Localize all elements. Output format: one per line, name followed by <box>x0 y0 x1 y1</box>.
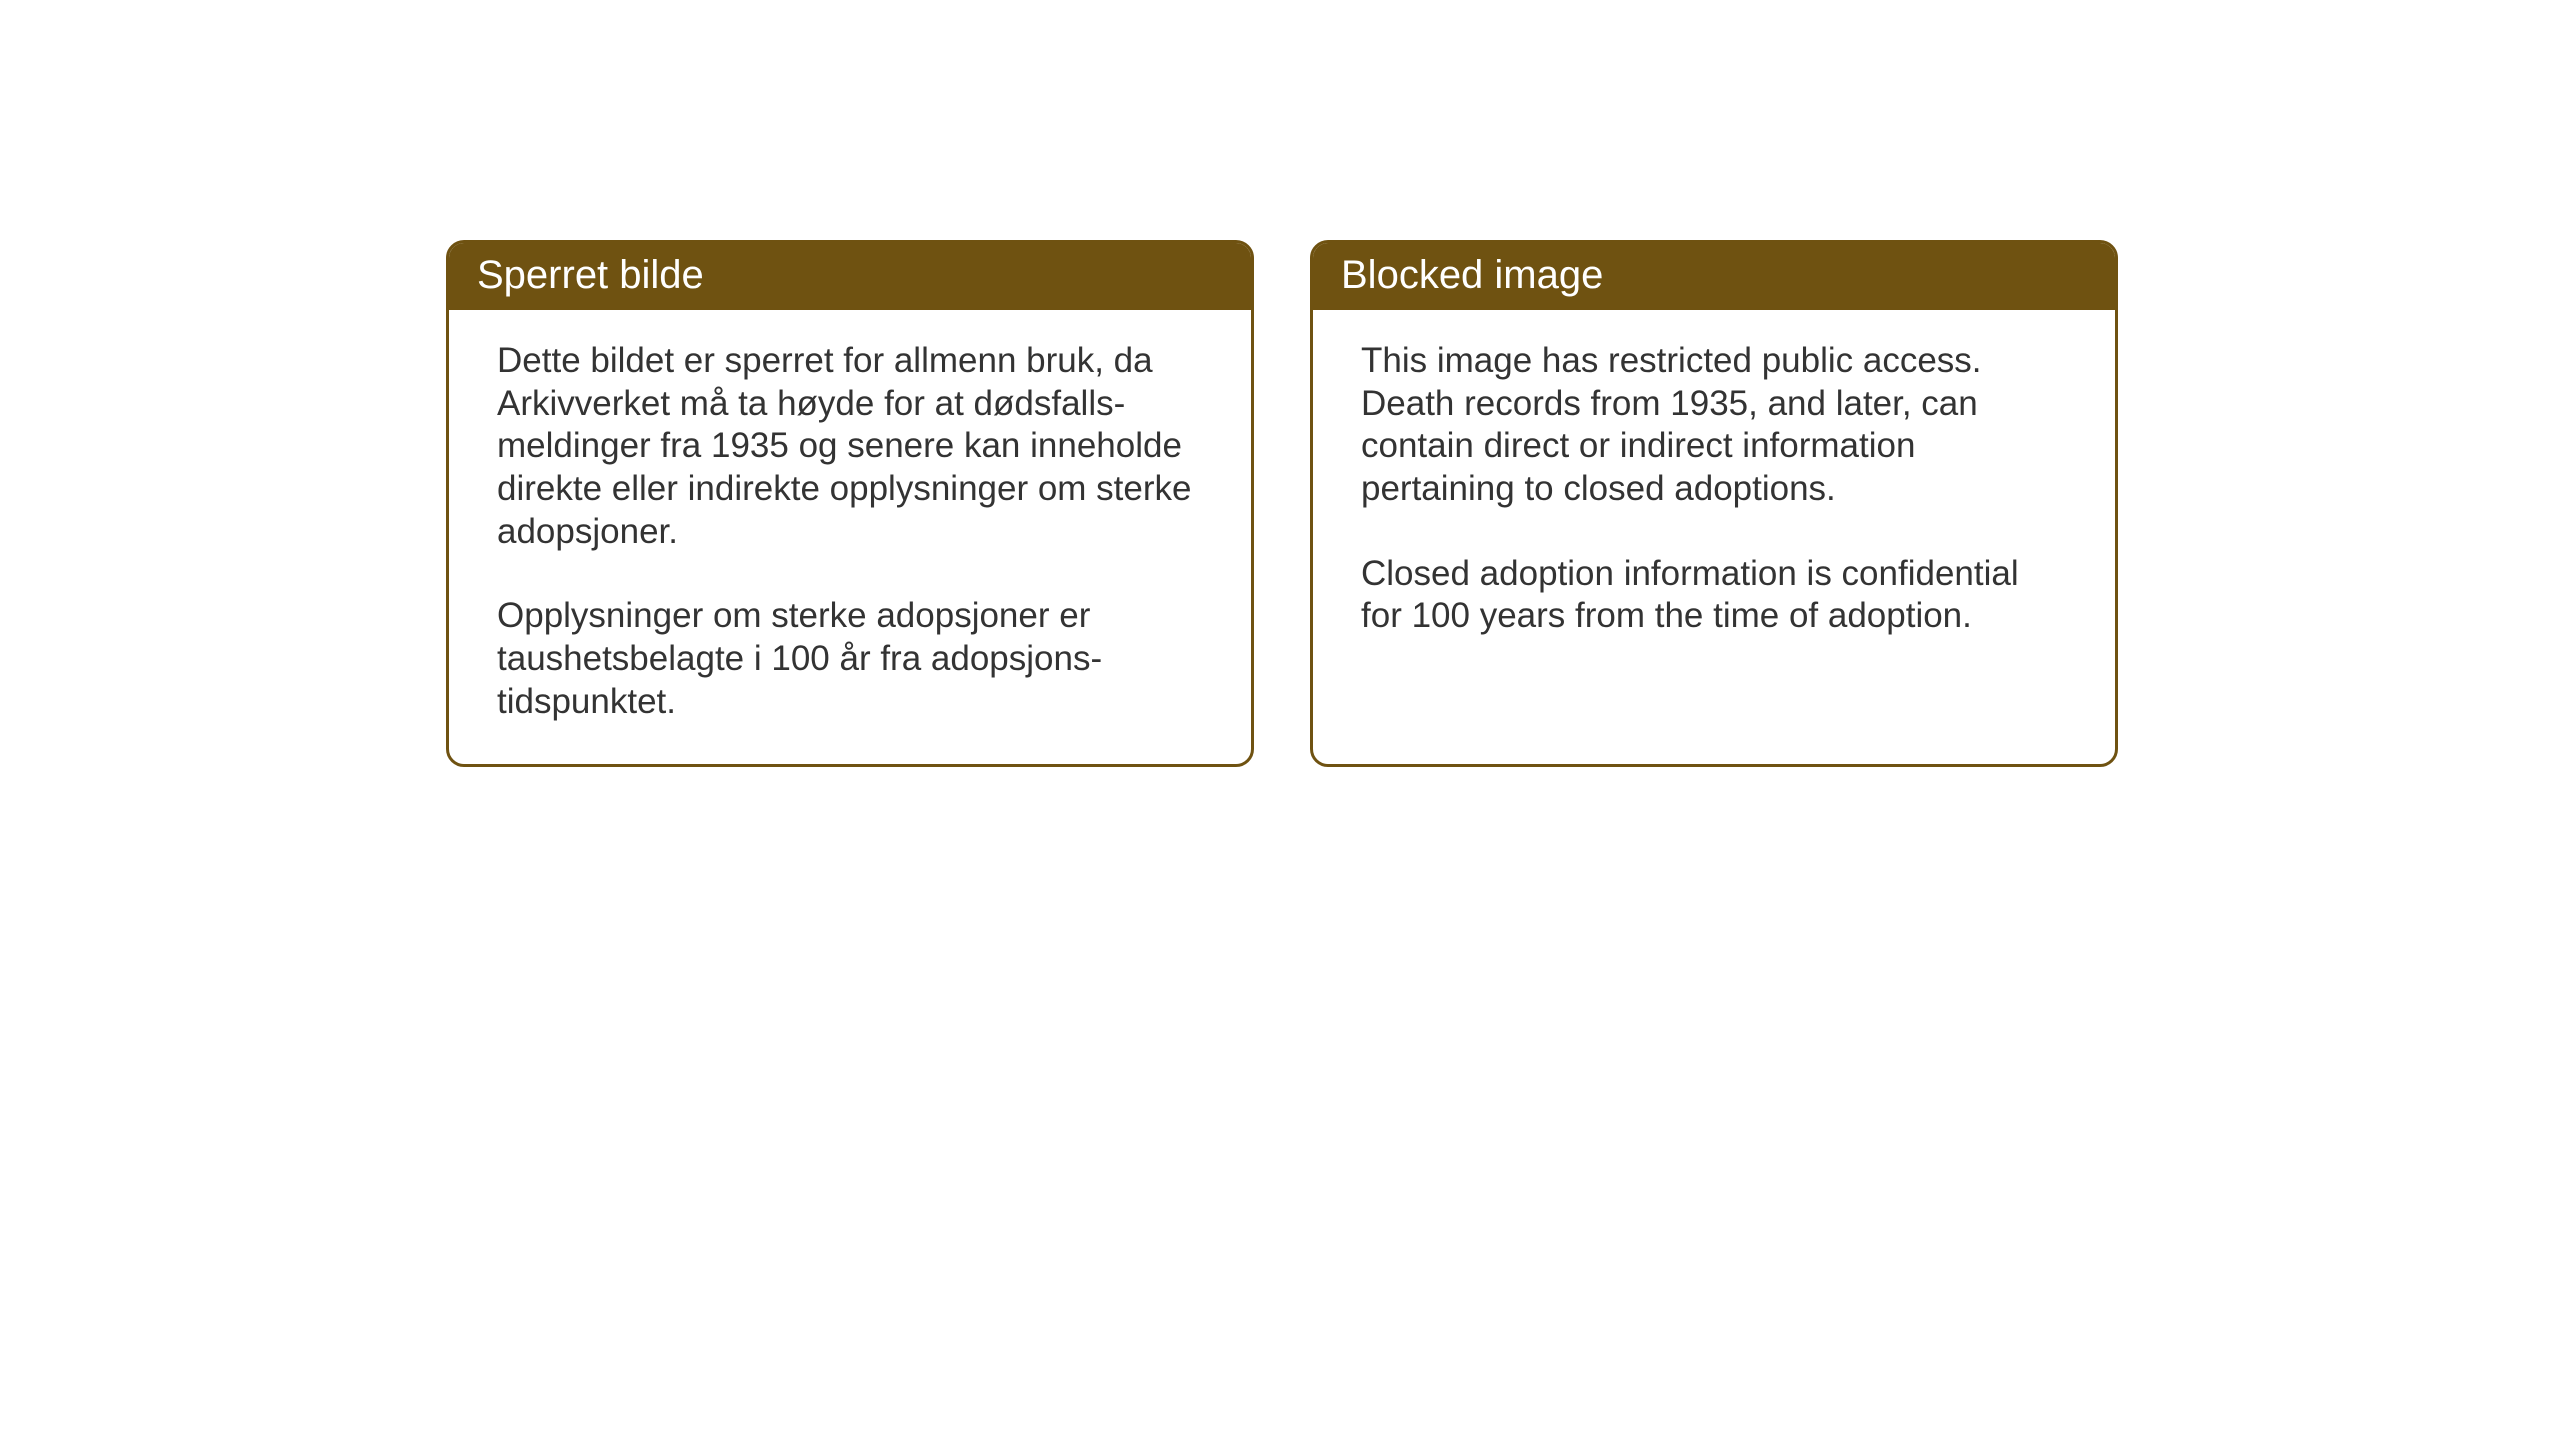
notice-title-english: Blocked image <box>1341 253 1603 297</box>
notice-paragraph-1-norwegian: Dette bildet er sperret for allmenn bruk… <box>497 340 1203 553</box>
notice-header-english: Blocked image <box>1313 243 2115 310</box>
notice-header-norwegian: Sperret bilde <box>449 243 1251 310</box>
notice-container: Sperret bilde Dette bildet er sperret fo… <box>446 240 2118 767</box>
notice-card-english: Blocked image This image has restricted … <box>1310 240 2118 767</box>
notice-body-norwegian: Dette bildet er sperret for allmenn bruk… <box>449 310 1251 764</box>
notice-paragraph-2-norwegian: Opplysninger om sterke adopsjoner er tau… <box>497 595 1203 723</box>
notice-paragraph-2-english: Closed adoption information is confident… <box>1361 553 2067 638</box>
notice-body-english: This image has restricted public access.… <box>1313 310 2115 750</box>
notice-card-norwegian: Sperret bilde Dette bildet er sperret fo… <box>446 240 1254 767</box>
notice-paragraph-1-english: This image has restricted public access.… <box>1361 340 2067 511</box>
notice-title-norwegian: Sperret bilde <box>477 253 704 297</box>
